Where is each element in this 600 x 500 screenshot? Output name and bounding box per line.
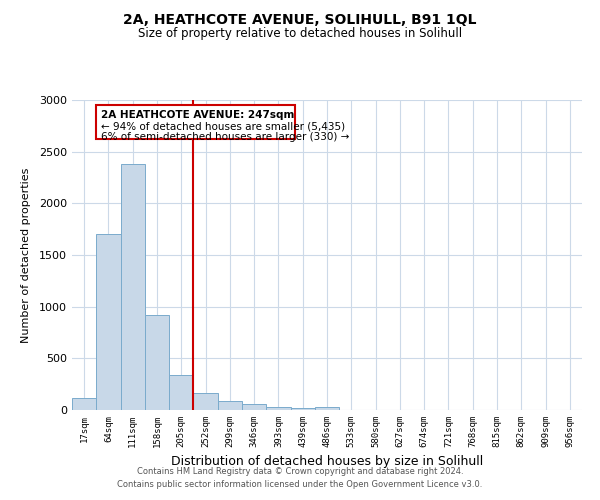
Bar — [96, 234, 121, 410]
Y-axis label: Number of detached properties: Number of detached properties — [20, 168, 31, 342]
Bar — [266, 407, 290, 410]
Text: Contains HM Land Registry data © Crown copyright and database right 2024.: Contains HM Land Registry data © Crown c… — [137, 467, 463, 476]
Bar — [145, 315, 169, 410]
Text: ← 94% of detached houses are smaller (5,435): ← 94% of detached houses are smaller (5,… — [101, 121, 345, 131]
Text: 2A HEATHCOTE AVENUE: 247sqm: 2A HEATHCOTE AVENUE: 247sqm — [101, 110, 295, 120]
Text: Contains public sector information licensed under the Open Government Licence v3: Contains public sector information licen… — [118, 480, 482, 489]
Bar — [72, 398, 96, 410]
FancyBboxPatch shape — [96, 105, 295, 140]
Bar — [218, 400, 242, 410]
Text: 6% of semi-detached houses are larger (330) →: 6% of semi-detached houses are larger (3… — [101, 132, 350, 141]
Bar — [121, 164, 145, 410]
Bar — [315, 408, 339, 410]
Text: Size of property relative to detached houses in Solihull: Size of property relative to detached ho… — [138, 28, 462, 40]
Bar — [169, 375, 193, 410]
X-axis label: Distribution of detached houses by size in Solihull: Distribution of detached houses by size … — [171, 456, 483, 468]
Bar — [193, 394, 218, 410]
Bar — [290, 408, 315, 410]
Text: 2A, HEATHCOTE AVENUE, SOLIHULL, B91 1QL: 2A, HEATHCOTE AVENUE, SOLIHULL, B91 1QL — [123, 12, 477, 26]
Bar — [242, 404, 266, 410]
